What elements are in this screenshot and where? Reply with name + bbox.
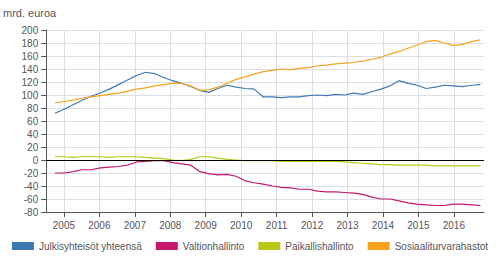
svg-text:180: 180 — [22, 38, 39, 49]
svg-text:2005: 2005 — [53, 220, 76, 231]
svg-text:2008: 2008 — [159, 220, 182, 231]
svg-text:60: 60 — [27, 116, 39, 127]
svg-text:-40: -40 — [24, 181, 39, 192]
svg-text:160: 160 — [22, 51, 39, 62]
svg-text:Valtionhallinto: Valtionhallinto — [183, 241, 245, 252]
svg-text:2014: 2014 — [372, 220, 395, 231]
svg-text:20: 20 — [27, 142, 39, 153]
svg-text:2015: 2015 — [407, 220, 430, 231]
svg-text:140: 140 — [22, 64, 39, 75]
svg-text:-80: -80 — [24, 207, 39, 218]
svg-text:40: 40 — [27, 129, 39, 140]
svg-text:0: 0 — [33, 155, 39, 166]
svg-text:2012: 2012 — [301, 220, 324, 231]
svg-text:-20: -20 — [24, 168, 39, 179]
svg-text:2009: 2009 — [195, 220, 218, 231]
svg-text:-60: -60 — [24, 194, 39, 205]
svg-text:2006: 2006 — [88, 220, 111, 231]
svg-text:2013: 2013 — [336, 220, 359, 231]
svg-text:2016: 2016 — [443, 220, 466, 231]
svg-text:mrd. euroa: mrd. euroa — [3, 7, 57, 19]
svg-text:2011: 2011 — [266, 220, 288, 231]
svg-text:Sosiaaliturvarahastot: Sosiaaliturvarahastot — [395, 241, 489, 252]
svg-text:2007: 2007 — [124, 220, 147, 231]
svg-text:80: 80 — [27, 103, 39, 114]
svg-text:100: 100 — [22, 90, 39, 101]
svg-text:Paikallishallinto: Paikallishallinto — [285, 241, 354, 252]
svg-text:2010: 2010 — [230, 220, 253, 231]
svg-text:200: 200 — [22, 25, 39, 36]
svg-text:120: 120 — [22, 77, 39, 88]
svg-text:Julkisyhteisöt yhteensä: Julkisyhteisöt yhteensä — [39, 241, 142, 252]
